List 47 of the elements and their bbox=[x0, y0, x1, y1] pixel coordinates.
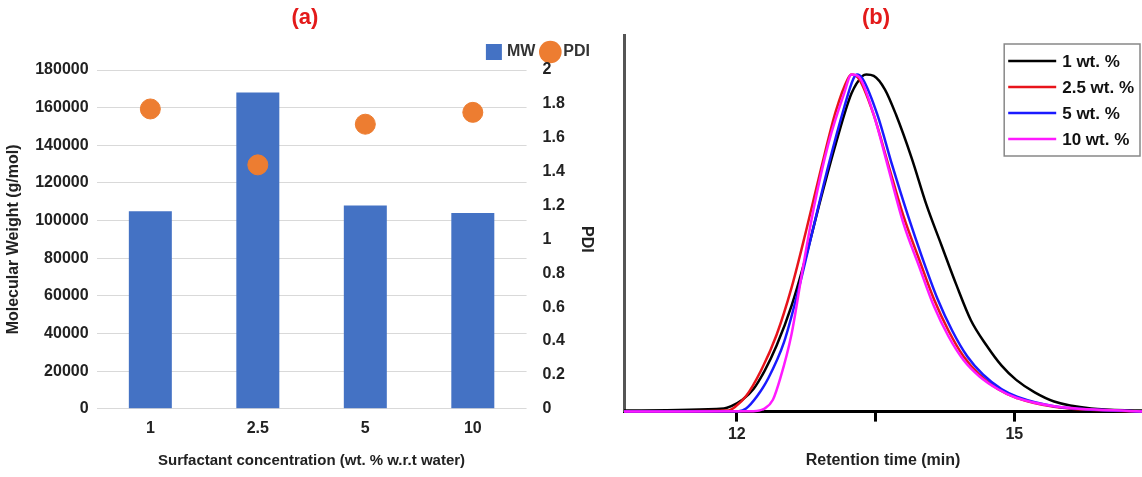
y-tick-label: 100000 bbox=[35, 210, 89, 228]
x-tick-label: 1 bbox=[145, 418, 155, 436]
x-tick-label: 10 bbox=[463, 418, 482, 436]
y2-tick-label: 1 bbox=[542, 229, 552, 247]
y2-tick-label: 0.2 bbox=[542, 365, 565, 383]
legend-label: MW bbox=[506, 42, 537, 60]
point bbox=[462, 101, 484, 123]
y-tick-label: 160000 bbox=[35, 98, 89, 116]
y-tick-label: 80000 bbox=[44, 248, 89, 266]
y-tick-label: 60000 bbox=[44, 286, 89, 304]
y-tick-label: 0 bbox=[79, 399, 89, 417]
y-tick-label: 140000 bbox=[35, 135, 89, 153]
point bbox=[354, 113, 376, 135]
legend-label: 5 wt. % bbox=[1062, 103, 1120, 123]
x-tick-label: 15 bbox=[1005, 424, 1024, 442]
x-axis-title: Surfactant concentration (wt. % w.r.t water) bbox=[158, 451, 466, 469]
x-axis-title: Retention time (min) bbox=[805, 450, 961, 468]
y2-tick-label: 1.8 bbox=[542, 94, 565, 112]
chart-title: (b) bbox=[860, 3, 892, 31]
y-tick-label: 180000 bbox=[35, 60, 89, 78]
y2-tick-label: 0.4 bbox=[542, 331, 565, 349]
y-tick-label: 120000 bbox=[35, 173, 89, 191]
y2-tick-label: 1.4 bbox=[542, 162, 565, 180]
point bbox=[139, 98, 161, 120]
legend-label: 10 wt. % bbox=[1062, 129, 1130, 149]
bar bbox=[451, 213, 495, 409]
legend-label: 2.5 wt. % bbox=[1062, 77, 1135, 97]
y2-tick-label: 1.6 bbox=[542, 128, 565, 146]
point bbox=[247, 154, 269, 176]
x-tick-label: 2.5 bbox=[246, 418, 270, 436]
y-tick-label: 40000 bbox=[44, 323, 89, 341]
legend-label: 1 wt. % bbox=[1062, 51, 1120, 71]
y2-tick-label: 0.6 bbox=[542, 297, 565, 315]
x-tick-label: 5 bbox=[360, 418, 370, 436]
y2-tick-label: 2 bbox=[542, 60, 552, 78]
y2-tick-label: 0.8 bbox=[542, 263, 565, 281]
y2-tick-label: 1.2 bbox=[542, 195, 565, 213]
y2-tick-label: 0 bbox=[542, 399, 552, 417]
y-axis-title: Molecular Weight (g/mol) bbox=[4, 144, 22, 335]
chart-title: (a) bbox=[290, 3, 320, 31]
y2-axis-title: PDI bbox=[578, 226, 596, 253]
x-tick-label: 12 bbox=[727, 424, 746, 442]
bar bbox=[343, 205, 387, 409]
bar bbox=[236, 92, 280, 409]
bar bbox=[128, 211, 172, 409]
y-tick-label: 20000 bbox=[44, 361, 89, 379]
legend-label: PDI bbox=[563, 42, 590, 60]
